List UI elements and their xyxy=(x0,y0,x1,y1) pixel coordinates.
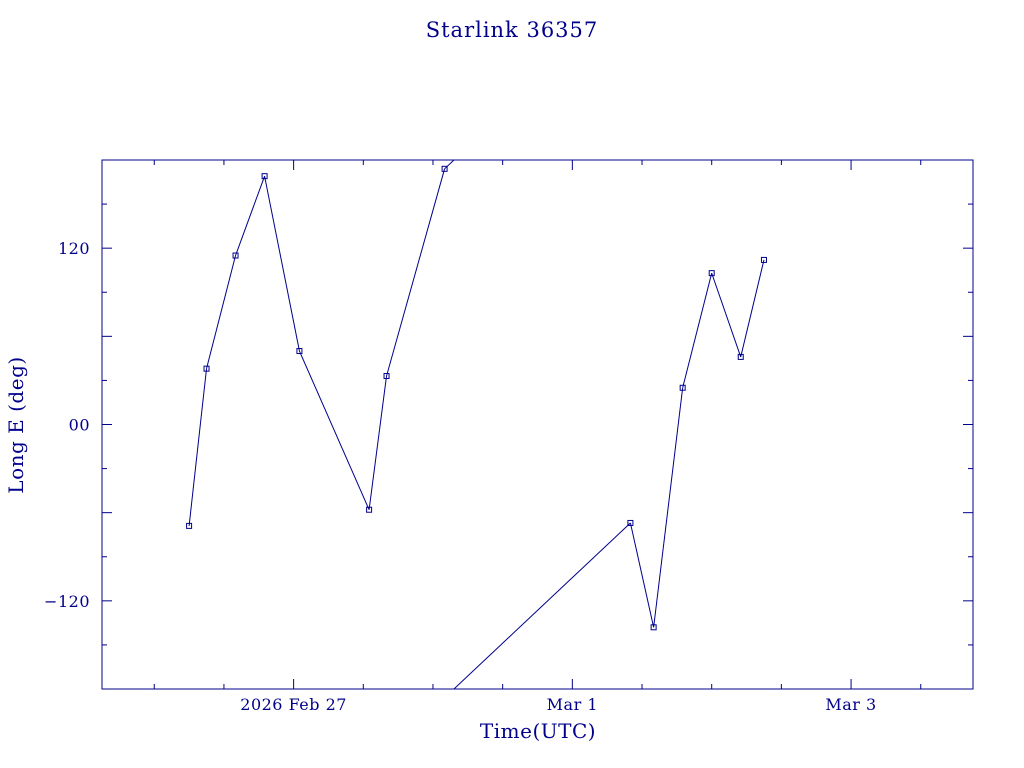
x-axis-label: Time(UTC) xyxy=(480,719,596,743)
series-longitude xyxy=(186,159,767,690)
series-segment xyxy=(711,272,742,358)
data-point-marker xyxy=(261,173,268,180)
y-tick-label: −120 xyxy=(44,592,90,611)
data-point-marker xyxy=(650,624,657,631)
series-segment xyxy=(235,175,266,256)
data-point-marker xyxy=(627,519,634,526)
series-segment xyxy=(629,522,655,628)
data-point-marker xyxy=(296,348,303,355)
series-segment xyxy=(264,176,300,352)
data-point-marker xyxy=(366,506,373,513)
series-segment xyxy=(682,273,713,388)
series-segment xyxy=(188,368,208,526)
y-axis-label: Long E (deg) xyxy=(4,356,28,493)
plot-frame xyxy=(101,159,974,690)
x-tick-label: 2026 Feb 27 xyxy=(240,695,347,714)
x-tick-labels: 2026 Feb 27 Mar 1 Mar 3 xyxy=(240,695,876,714)
y-tick-label: 120 xyxy=(58,239,90,258)
data-point-marker xyxy=(232,252,239,259)
series-segment-wrap-bottom xyxy=(453,522,631,690)
axis-ticks xyxy=(102,160,973,689)
data-point-marker xyxy=(203,365,210,372)
series-segment xyxy=(653,387,684,628)
series-segment xyxy=(298,350,370,510)
data-point-marker xyxy=(441,165,448,172)
data-point-marker xyxy=(679,384,686,391)
series-segment xyxy=(206,255,237,369)
series-segment xyxy=(368,375,388,510)
data-point-marker xyxy=(737,353,744,360)
y-tick-label: 00 xyxy=(69,416,90,435)
data-point-marker xyxy=(383,373,390,380)
series-segment-wrap-top xyxy=(444,159,455,170)
series-segment xyxy=(386,168,446,377)
data-point-marker xyxy=(186,522,193,529)
data-point-marker xyxy=(760,256,767,263)
x-tick-label: Mar 3 xyxy=(825,695,876,714)
x-tick-label: Mar 1 xyxy=(547,695,598,714)
series-segment xyxy=(740,259,765,358)
chart-title: Starlink 36357 xyxy=(426,18,599,42)
y-tick-labels: 120 00 −120 xyxy=(44,239,90,611)
data-point-marker xyxy=(708,270,715,277)
